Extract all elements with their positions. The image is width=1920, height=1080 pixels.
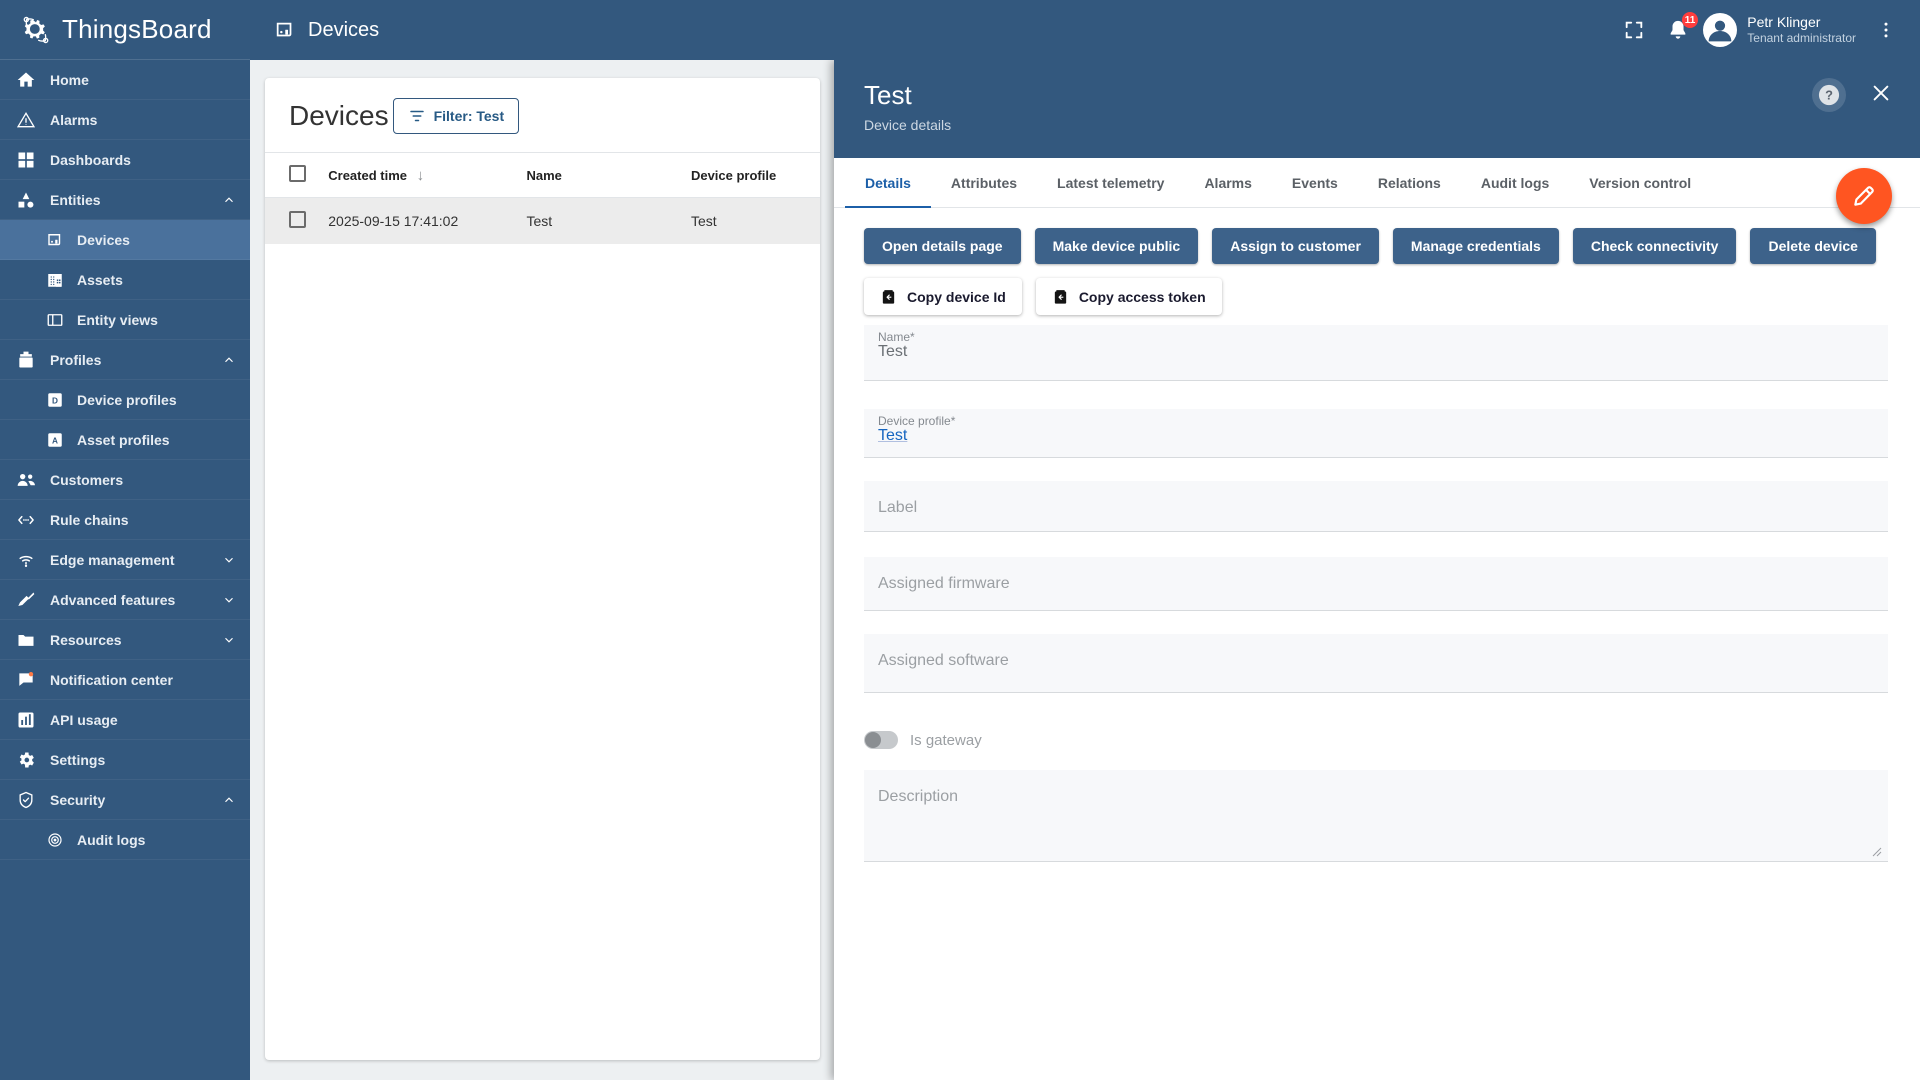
svg-text:?: ?: [1825, 88, 1833, 103]
svg-text:D: D: [52, 396, 58, 405]
svg-text:A: A: [52, 436, 58, 445]
